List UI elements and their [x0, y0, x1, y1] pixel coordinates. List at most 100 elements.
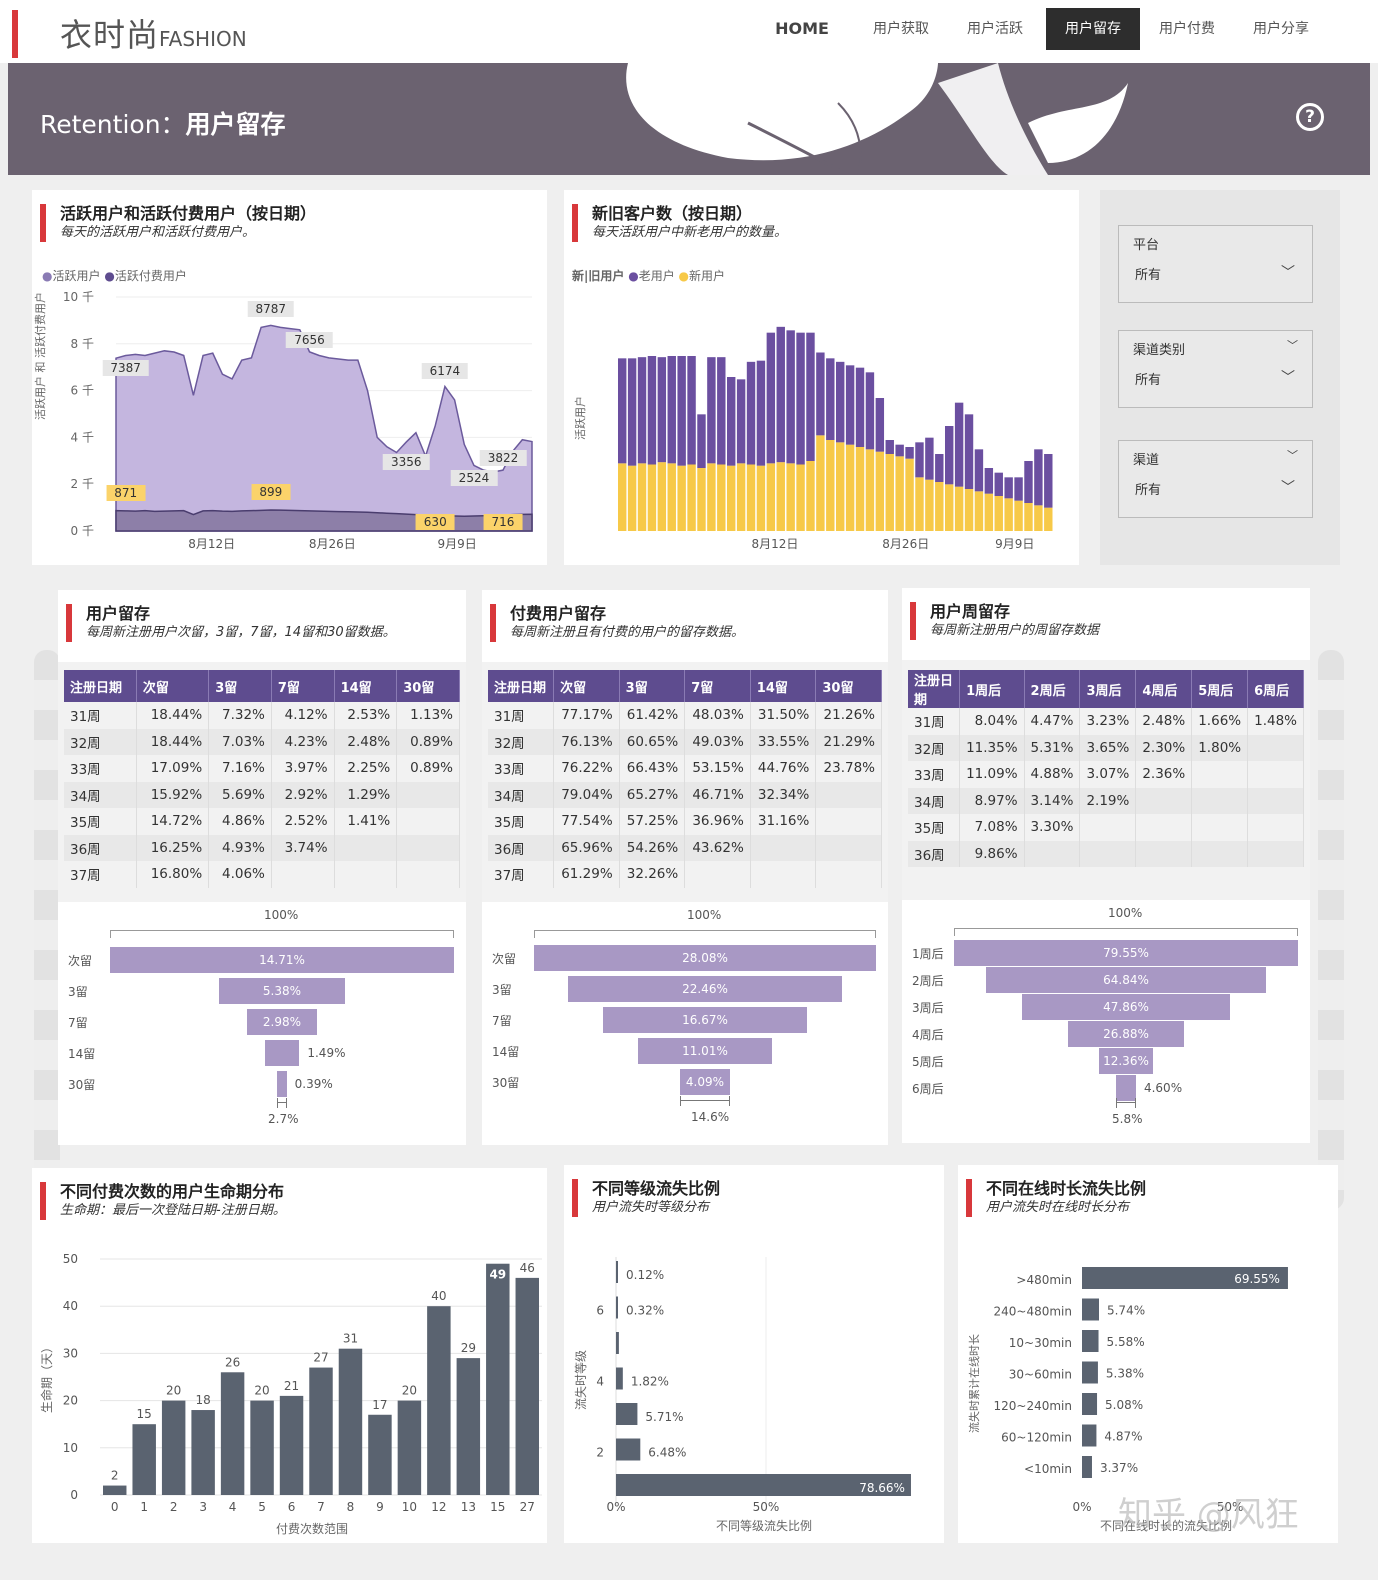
slicer-value[interactable]: 所有	[1135, 373, 1162, 388]
bar-new-users	[954, 486, 964, 531]
table-cell: 4.88%	[1024, 761, 1081, 788]
help-icon[interactable]: ?	[1296, 103, 1324, 131]
funnel-bar[interactable]	[277, 1071, 287, 1097]
bar-new-users	[875, 451, 885, 531]
funnel-bar[interactable]: 2.98%	[247, 1009, 317, 1035]
chevron-down-icon[interactable]: ﹀	[1281, 480, 1295, 496]
legend: 新|旧用户 ●老用户 ●新用户	[572, 267, 725, 284]
nav-acquisition[interactable]: 用户获取	[873, 21, 929, 37]
chevron-down-icon[interactable]: ﹀	[1281, 370, 1295, 386]
table-cell	[1135, 840, 1193, 867]
lifecycle-bar-chart: 5040302010020151202183264205216277318179…	[63, 1252, 542, 1514]
funnel-bar[interactable]: 11.01%	[637, 1038, 773, 1064]
funnel-bar[interactable]: 22.46%	[568, 976, 842, 1002]
table-cell: 1.13%	[396, 702, 460, 729]
table-cell	[1079, 814, 1137, 841]
nav-retention[interactable]: 用户留存	[1046, 8, 1140, 50]
chevron-down-icon[interactable]: ﹀	[1287, 449, 1298, 462]
column-header[interactable]: 3留	[208, 670, 272, 702]
chevron-down-icon[interactable]: ﹀	[1281, 265, 1295, 281]
card-header: 新旧客户数（按日期） 每天活跃用户中新老用户的数量。	[572, 204, 787, 242]
channel-slicer[interactable]: 渠道 ﹀ 所有 ﹀	[1118, 440, 1313, 518]
table-cell: 1.41%	[334, 808, 398, 835]
funnel-bar[interactable]: 26.88%	[1067, 1021, 1185, 1047]
funnel-bar[interactable]: 5.38%	[219, 978, 345, 1004]
funnel-bar[interactable]: 12.36%	[1099, 1048, 1153, 1074]
table-cell: 4.47%	[1024, 708, 1081, 735]
chevron-down-icon[interactable]: ﹀	[1287, 339, 1298, 352]
table-row: 35周 7.08% 3.30%	[908, 814, 1304, 841]
column-header[interactable]: 7留	[684, 670, 751, 702]
funnel-bar[interactable]: 79.55%	[954, 940, 1298, 966]
table-cell: 53.15%	[684, 755, 751, 782]
funnel-bar[interactable]: 64.84%	[985, 967, 1267, 993]
column-header[interactable]: 30留	[815, 670, 882, 702]
column-header[interactable]: 14留	[750, 670, 817, 702]
funnel-bottom-bracket	[277, 1098, 287, 1108]
column-header[interactable]: 3留	[619, 670, 686, 702]
table-cell: 1.80%	[1191, 734, 1249, 761]
bar-old-users	[727, 377, 736, 466]
column-header[interactable]: 注册日期	[64, 670, 137, 702]
logo[interactable]: 衣时尚FASHION	[60, 10, 247, 56]
funnel-bar[interactable]: 16.67%	[603, 1007, 807, 1033]
nav-activity[interactable]: 用户活跃	[967, 21, 1023, 37]
column-header[interactable]: 1周后	[959, 670, 1025, 708]
bar-new-users	[667, 463, 676, 531]
bar-new-users	[657, 462, 667, 531]
table-cell: 2.25%	[334, 755, 398, 782]
platform-slicer[interactable]: 平台 所有 ﹀	[1118, 225, 1313, 303]
table-cell: 11.35%	[959, 734, 1025, 761]
column-header[interactable]: 次留	[136, 670, 210, 702]
funnel-bar[interactable]: 28.08%	[534, 945, 876, 971]
channel-type-slicer[interactable]: 渠道类别 ﹀ 所有 ﹀	[1118, 330, 1313, 408]
funnel-bar[interactable]	[264, 1040, 300, 1066]
funnel-bar[interactable]: 4.09%	[680, 1069, 730, 1095]
y-tick-label: 6 千	[71, 384, 94, 398]
funnel-bar[interactable]: 47.86%	[1022, 994, 1230, 1020]
nav-share[interactable]: 用户分享	[1253, 21, 1309, 37]
column-header[interactable]: 14留	[334, 670, 398, 702]
column-header[interactable]: 2周后	[1024, 670, 1081, 708]
weekly-retention-funnel: 100% 1周后 79.55% 2周后 64.84% 3周后 47.86% 4周后 26.88%…	[902, 900, 1310, 1143]
funnel-bar[interactable]	[1116, 1075, 1136, 1101]
card-title: 不同付费次数的用户生命期分布	[60, 1182, 285, 1201]
table-cell	[1135, 787, 1193, 814]
bar-old-users	[627, 358, 637, 466]
bar-old-users	[667, 356, 676, 464]
bar-old-users	[925, 437, 934, 480]
column-header[interactable]: 注册日期	[908, 670, 961, 708]
table-cell: 2.48%	[334, 728, 398, 755]
table-cell: 33周	[488, 755, 555, 782]
page-title: Retention：用户留存	[40, 110, 286, 139]
bar-old-users	[1044, 454, 1053, 508]
x-tick-label: 27	[520, 1500, 535, 1514]
column-header[interactable]: 5周后	[1191, 670, 1249, 708]
funnel-value-label: 0.39%	[294, 1077, 333, 1091]
legend-active-dot: ●	[42, 269, 53, 283]
logo-accent	[12, 10, 18, 58]
column-header[interactable]: 3周后	[1079, 670, 1137, 708]
column-header[interactable]: 次留	[553, 670, 620, 702]
column-header[interactable]: 6周后	[1247, 670, 1304, 708]
logo-cn: 衣时尚	[60, 16, 160, 54]
slicer-value[interactable]: 所有	[1135, 268, 1162, 283]
column-header[interactable]: 4周后	[1135, 670, 1193, 708]
bar	[616, 1296, 618, 1319]
table-cell: 3.30%	[1024, 814, 1081, 841]
bar-old-users	[855, 367, 865, 447]
funnel-bar[interactable]: 14.71%	[110, 947, 454, 973]
nav-home[interactable]: HOME	[775, 19, 829, 38]
data-label: 18	[195, 1393, 210, 1407]
nav-payment[interactable]: 用户付费	[1159, 21, 1215, 37]
column-header[interactable]: 注册日期	[488, 670, 555, 702]
bar-old-users	[707, 357, 716, 464]
slicer-value[interactable]: 所有	[1135, 483, 1162, 498]
y-tick-label: 4	[596, 1375, 604, 1389]
table-cell	[334, 861, 398, 888]
y-tick-label: 2 千	[71, 477, 94, 491]
lifecycle-card: 不同付费次数的用户生命期分布 生命期：最后一次登陆日期-注册日期。 生命期（天）…	[32, 1168, 547, 1543]
column-header[interactable]: 30留	[396, 670, 460, 702]
bar-old-users	[836, 361, 845, 443]
column-header[interactable]: 7留	[271, 670, 335, 702]
